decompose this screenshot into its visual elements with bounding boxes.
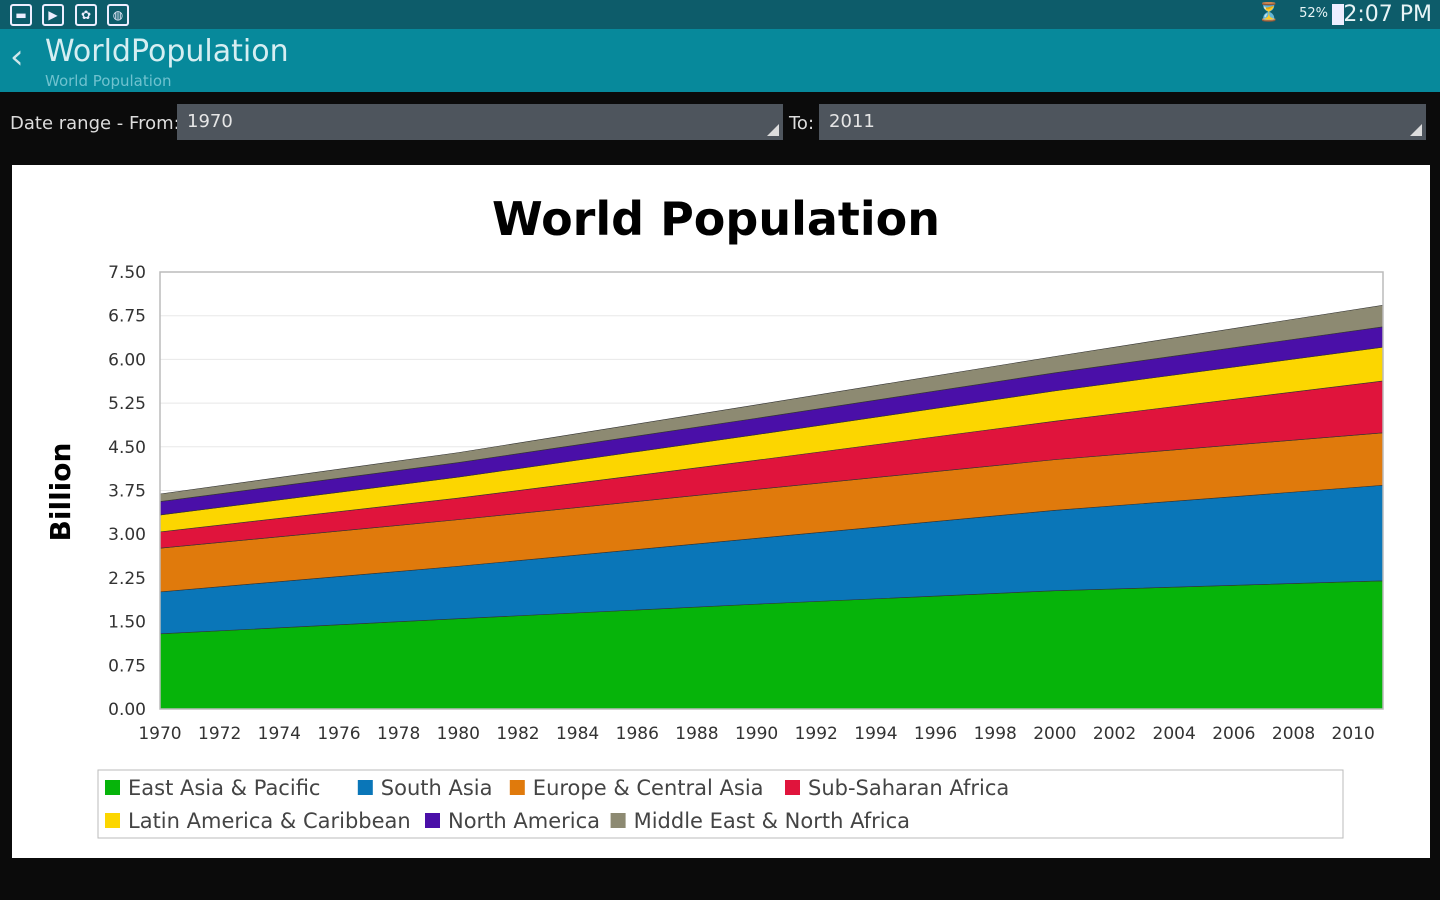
x-tick-label: 2004 (1153, 724, 1196, 744)
y-tick-label: 4.50 (108, 438, 146, 458)
x-tick-label: 1978 (377, 724, 420, 744)
legend-swatch (105, 813, 120, 828)
legend-item: South Asia (381, 776, 493, 800)
x-tick-label: 1998 (974, 724, 1017, 744)
app-title: WorldPopulation (45, 34, 289, 69)
legend-swatch (425, 813, 440, 828)
x-tick-label: 1996 (914, 724, 957, 744)
y-tick-label: 2.25 (108, 569, 146, 589)
wifi-icon: ⏳ (1257, 2, 1280, 23)
from-label: Date range - From: (10, 113, 180, 134)
y-tick-label: 0.00 (108, 700, 146, 720)
x-tick-label: 2008 (1272, 724, 1315, 744)
legend-item: Europe & Central Asia (533, 776, 764, 800)
dropdown-arrow-icon (767, 124, 779, 136)
legend-item: East Asia & Pacific (128, 776, 320, 800)
legend-swatch (509, 780, 525, 795)
to-year-value: 2011 (829, 111, 875, 132)
gallery-icon: ▬ (10, 4, 32, 26)
clock: 2:07 PM (1343, 2, 1432, 27)
action-bar: ‹ WorldPopulation World Population (0, 29, 1440, 92)
x-tick-label: 1984 (556, 724, 599, 744)
y-tick-label: 7.50 (108, 263, 146, 283)
x-tick-label: 1982 (496, 724, 539, 744)
x-tick-label: 1986 (616, 724, 659, 744)
y-tick-label: 6.75 (108, 307, 146, 327)
legend-item: Sub-Saharan Africa (808, 776, 1009, 800)
y-tick-label: 6.00 (108, 350, 146, 370)
x-tick-label: 1972 (198, 724, 241, 744)
x-tick-label: 2006 (1212, 724, 1255, 744)
app-icon: ✿ (75, 4, 97, 26)
legend-item: Latin America & Caribbean (128, 809, 411, 833)
x-tick-label: 2010 (1332, 724, 1375, 744)
legend-swatch (610, 813, 626, 828)
back-icon[interactable]: ‹ (10, 37, 24, 77)
y-tick-label: 1.50 (108, 613, 146, 633)
x-tick-label: 1988 (675, 724, 718, 744)
from-year-value: 1970 (187, 111, 233, 132)
battery-percent: 52% (1299, 6, 1328, 21)
x-tick-label: 1970 (138, 724, 181, 744)
dropdown-arrow-icon (1410, 124, 1422, 136)
to-year-select[interactable]: 2011 (819, 104, 1426, 140)
y-tick-label: 3.00 (108, 525, 146, 545)
x-tick-label: 1992 (795, 724, 838, 744)
battery-icon (1332, 4, 1344, 25)
app-subtitle: World Population (45, 72, 172, 90)
x-tick-label: 2000 (1033, 724, 1076, 744)
play-store-icon: ▶ (42, 4, 64, 26)
x-tick-label: 1974 (258, 724, 301, 744)
x-tick-label: 1976 (317, 724, 360, 744)
legend-box (97, 769, 1344, 839)
globe-icon: ◍ (107, 4, 129, 26)
y-axis-label: Billion (44, 443, 77, 542)
legend-swatch (785, 780, 800, 795)
x-tick-label: 1980 (437, 724, 480, 744)
y-tick-label: 0.75 (108, 656, 146, 676)
x-tick-label: 1994 (854, 724, 897, 744)
legend-swatch (105, 780, 120, 795)
from-year-select[interactable]: 1970 (177, 104, 783, 140)
legend-item: North America (448, 809, 600, 833)
legend-item: Middle East & North Africa (634, 809, 910, 833)
to-label: To: (789, 113, 815, 134)
x-tick-label: 1990 (735, 724, 778, 744)
y-tick-label: 3.75 (108, 482, 146, 502)
y-tick-label: 5.25 (108, 394, 146, 414)
chart-title: World Population (492, 192, 940, 246)
plot-frame (159, 271, 1384, 710)
legend-swatch (357, 780, 373, 795)
x-tick-label: 2002 (1093, 724, 1136, 744)
status-bar: ▬ ▶ ✿ ◍ ⏳ 52% 2:07 PM (0, 0, 1440, 29)
